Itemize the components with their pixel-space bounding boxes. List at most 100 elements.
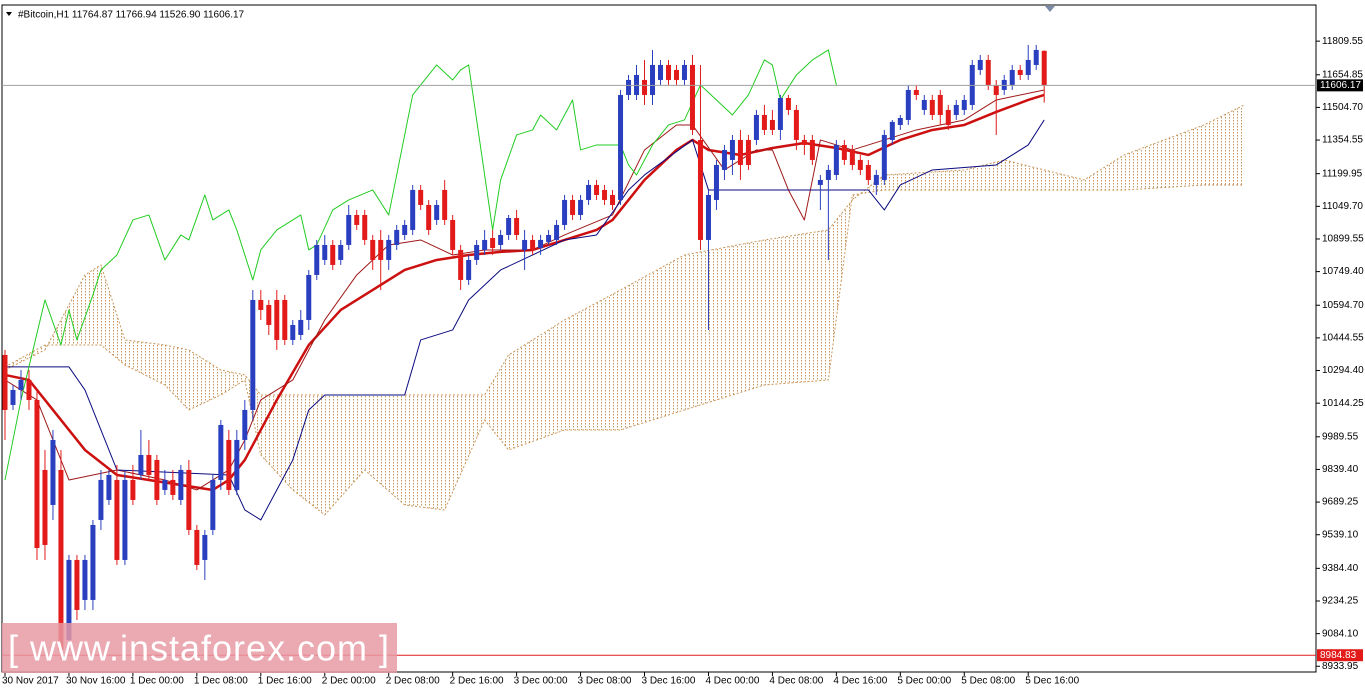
y-tick-label: 9084.10 xyxy=(1322,628,1359,639)
candle-body xyxy=(650,64,656,95)
chart-title: #Bitcoin,H1 11764.87 11766.94 11526.90 1… xyxy=(18,10,245,21)
candle-body xyxy=(10,389,16,405)
y-tick-label: 11049.70 xyxy=(1322,201,1363,212)
candle-body xyxy=(1025,59,1031,75)
candle-body xyxy=(713,164,719,200)
candle-body xyxy=(602,189,608,200)
candle-body xyxy=(482,239,488,250)
y-tick-label: 10594.70 xyxy=(1322,300,1364,311)
candle-body xyxy=(474,244,480,260)
candle-body xyxy=(34,399,40,548)
candle-body xyxy=(498,234,504,245)
candle-body xyxy=(418,189,424,205)
candle-body xyxy=(953,104,959,115)
candle-body xyxy=(905,89,911,120)
candle-body xyxy=(665,64,671,80)
candle-body xyxy=(841,144,847,160)
candle-body xyxy=(985,59,991,85)
candle-body xyxy=(42,469,48,545)
candle-body xyxy=(689,64,695,130)
candle-body xyxy=(122,479,128,560)
x-tick-label: 3 Dec 08:00 xyxy=(578,676,632,687)
candle-body xyxy=(2,354,8,410)
candle-body xyxy=(801,139,807,145)
candle-body xyxy=(921,99,927,110)
candle-body xyxy=(681,64,687,80)
indicator-line xyxy=(4,93,1045,492)
candle-body xyxy=(937,94,943,115)
candle-body xyxy=(146,454,152,475)
candle-body xyxy=(386,239,392,260)
candle-body xyxy=(833,144,839,175)
y-tick-label: 10444.55 xyxy=(1322,333,1364,344)
candle-body xyxy=(618,94,624,200)
candle-body xyxy=(250,299,256,410)
candle-body xyxy=(402,224,408,235)
candle-body xyxy=(394,229,400,245)
y-tick-label: 11654.85 xyxy=(1322,69,1363,80)
candle-body xyxy=(721,149,727,170)
candle-body xyxy=(673,69,679,80)
y-tick-label: 9539.10 xyxy=(1322,529,1359,540)
candle-body xyxy=(873,174,879,185)
x-tick-label: 5 Dec 08:00 xyxy=(961,676,1015,687)
x-tick-label: 4 Dec 08:00 xyxy=(769,676,823,687)
candle-body xyxy=(314,244,320,275)
candle-body xyxy=(202,534,208,560)
candle-body xyxy=(410,189,416,230)
candle-body xyxy=(761,114,767,130)
candle-body xyxy=(705,194,711,240)
candle-body xyxy=(817,179,823,185)
candle-body xyxy=(226,439,232,490)
candle-body xyxy=(530,239,536,250)
candle-body xyxy=(1033,49,1039,65)
candle-body xyxy=(178,469,184,500)
candle-body xyxy=(777,98,783,130)
candle-body xyxy=(98,479,104,520)
x-tick-label: 5 Dec 16:00 xyxy=(1025,676,1079,687)
candle-body xyxy=(338,244,344,260)
candle-body xyxy=(218,424,224,480)
x-tick-label: 1 Dec 08:00 xyxy=(194,676,248,687)
candle-body xyxy=(865,164,871,180)
candle-body xyxy=(769,119,775,130)
price-label-box xyxy=(1317,649,1363,662)
candle-body xyxy=(18,379,24,390)
candle-body xyxy=(745,139,751,165)
candle-body xyxy=(793,109,799,140)
candle-body xyxy=(945,109,951,125)
x-tick-label: 30 Nov 2017 xyxy=(2,676,59,687)
y-tick-label: 10899.55 xyxy=(1322,234,1364,245)
y-tick-label: 9689.25 xyxy=(1322,497,1359,508)
candle-body xyxy=(82,559,88,600)
candle-body xyxy=(490,238,496,248)
candle-body xyxy=(434,204,440,220)
candle-body xyxy=(450,219,456,250)
candle-body xyxy=(306,274,312,320)
candle-body xyxy=(378,239,384,260)
candle-body xyxy=(354,214,360,225)
candle-body xyxy=(74,559,80,610)
x-tick-label: 2 Dec 08:00 xyxy=(386,676,440,687)
plot-frame xyxy=(1,4,1317,673)
y-tick-label: 11809.55 xyxy=(1322,36,1363,47)
candle-body xyxy=(586,184,592,200)
candle-body xyxy=(562,199,568,225)
y-tick-label: 9839.40 xyxy=(1322,464,1359,475)
candle-body xyxy=(546,234,552,242)
x-tick-label: 3 Dec 16:00 xyxy=(642,676,696,687)
candle-body xyxy=(138,454,144,475)
candle-body xyxy=(857,159,863,170)
candle-body xyxy=(522,239,528,250)
x-tick-label: 4 Dec 00:00 xyxy=(705,676,759,687)
candle-body xyxy=(258,299,264,310)
candle-body xyxy=(322,244,328,260)
x-tick-label: 2 Dec 16:00 xyxy=(450,676,504,687)
candle-body xyxy=(977,59,983,70)
indicator-line xyxy=(4,119,1045,521)
candle-body xyxy=(626,79,632,95)
cloud-edge xyxy=(4,104,1245,396)
y-tick-label: 9384.40 xyxy=(1322,563,1359,574)
candle-body xyxy=(729,139,735,160)
price-label-box xyxy=(1317,79,1363,92)
